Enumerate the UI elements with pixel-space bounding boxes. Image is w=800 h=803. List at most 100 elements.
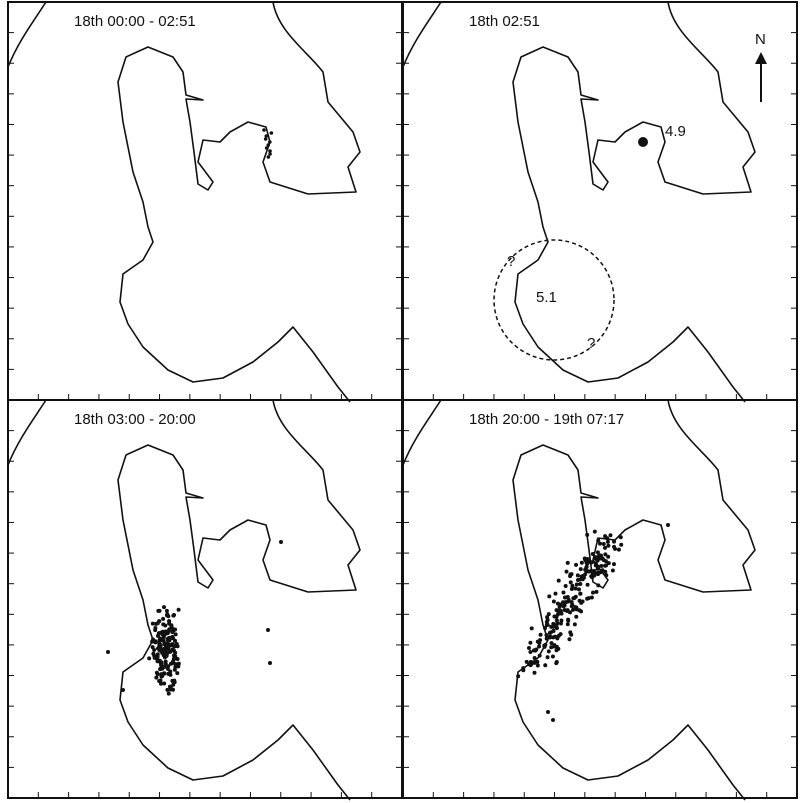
- magnitude-label: 5.1: [536, 289, 557, 306]
- epicenter: [619, 542, 624, 547]
- epicenter: [166, 647, 171, 652]
- epicenter: [154, 675, 159, 680]
- epicenter: [600, 568, 605, 573]
- epicenter: [578, 582, 583, 587]
- epicenter: [578, 591, 583, 596]
- epicenter: [566, 618, 571, 623]
- epicenter: [535, 659, 540, 664]
- coastline: [7, 399, 361, 801]
- epicenter: [155, 633, 160, 638]
- epicenter: [561, 600, 566, 605]
- epicenter: [561, 590, 566, 595]
- epicenter: [571, 596, 576, 601]
- epicenter: [549, 645, 554, 650]
- epicenter: [594, 589, 599, 594]
- epicenter: [167, 627, 172, 632]
- epicenter: [163, 629, 168, 634]
- epicenter: [638, 137, 648, 147]
- epicenter: [604, 573, 609, 578]
- epicenter: [590, 551, 595, 556]
- epicenter: [572, 622, 577, 627]
- epicenter: [556, 612, 561, 617]
- magnitude-label: 4.9: [665, 123, 686, 140]
- panel-frame: [402, 399, 798, 799]
- epicenter: [174, 642, 179, 647]
- epicenter: [568, 580, 573, 585]
- epicenter: [551, 718, 555, 722]
- epicenter: [521, 668, 526, 673]
- epicenter: [161, 622, 166, 627]
- epicenter: [164, 608, 169, 613]
- epicenter: [268, 152, 272, 156]
- epicenter: [166, 671, 171, 676]
- map-panel: 18th 03:00 - 20:00: [7, 399, 403, 801]
- epicenter: [266, 155, 271, 159]
- panels: 18th 00:00 - 02:51 18th 02:514.95.1??N18t…: [7, 1, 798, 801]
- epicenter: [516, 674, 521, 679]
- epicenter: [554, 623, 559, 628]
- epicenter: [577, 587, 582, 592]
- epicenter: [155, 652, 160, 657]
- epicenter: [553, 591, 558, 596]
- epicenter: [585, 596, 590, 601]
- epicenter: [269, 131, 274, 135]
- epicenter: [176, 607, 181, 612]
- epicenter: [279, 540, 283, 544]
- epicenter: [173, 627, 178, 632]
- epicenter: [606, 554, 611, 559]
- epicenter: [538, 632, 543, 637]
- epicenter: [547, 635, 552, 640]
- epicenter: [583, 558, 588, 563]
- epicenter: [569, 632, 574, 637]
- epicenter: [597, 541, 602, 546]
- epicenter: [121, 688, 125, 692]
- panel-frame: [7, 1, 403, 401]
- epicenter: [608, 533, 613, 538]
- epicenter: [173, 662, 178, 667]
- epicenter: [569, 600, 574, 605]
- epicenter: [544, 636, 549, 641]
- epicenter: [156, 646, 161, 651]
- epicenter: [565, 560, 570, 565]
- epicenter: [170, 647, 175, 652]
- epicenter: [565, 594, 570, 599]
- epicenter: [161, 616, 166, 621]
- epicenter: [163, 659, 168, 664]
- epicenter: [666, 523, 670, 527]
- coastline: [7, 1, 361, 403]
- epicenter: [589, 595, 594, 600]
- epicenter: [547, 630, 552, 635]
- epicenter: [159, 666, 164, 671]
- epicenter: [551, 635, 556, 640]
- epicenter: [583, 572, 588, 577]
- epicenter: [173, 638, 178, 643]
- epicenter: [147, 656, 152, 661]
- epicenter: [167, 619, 172, 624]
- epicenter: [171, 687, 176, 692]
- epicenter: [152, 647, 157, 652]
- epicenter: [165, 612, 170, 617]
- uncertain-label: ?: [507, 253, 515, 270]
- epicenter: [605, 539, 610, 544]
- panel-title: 18th 00:00 - 02:51: [74, 13, 196, 30]
- epicenter: [563, 583, 568, 588]
- epicenter: [601, 558, 606, 563]
- epicenter: [553, 614, 558, 619]
- epicenter: [589, 560, 594, 565]
- epicenter: [554, 644, 559, 649]
- epicenter: [161, 635, 166, 640]
- epicenter: [262, 128, 266, 132]
- epicenter: [543, 663, 548, 668]
- panel-frame: [402, 1, 798, 401]
- epicenter: [162, 681, 167, 686]
- epicenter: [618, 535, 623, 540]
- epicenter: [528, 649, 533, 654]
- panel-title: 18th 20:00 - 19th 07:17: [469, 411, 624, 428]
- epicenter: [616, 547, 621, 552]
- epicenter: [160, 629, 165, 634]
- epicenter: [555, 636, 560, 641]
- epicenter: [106, 650, 110, 654]
- epicenter: [545, 617, 550, 622]
- epicenter: [601, 542, 606, 547]
- epicenter: [153, 625, 158, 630]
